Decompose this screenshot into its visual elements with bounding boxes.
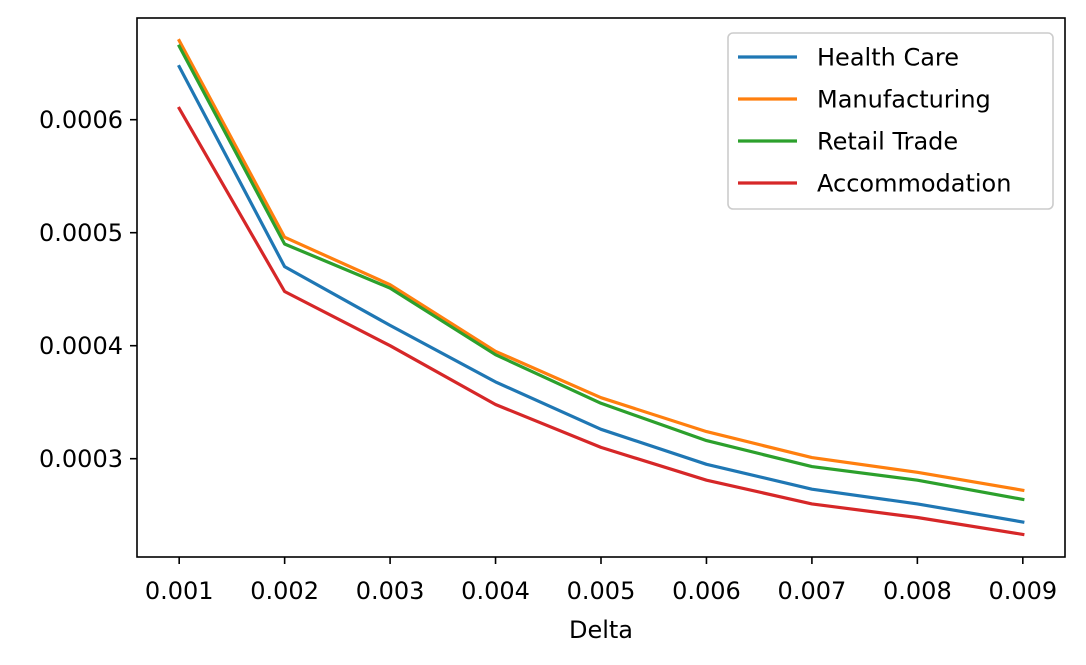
x-tick-label: 0.003 — [356, 577, 425, 605]
x-tick-label: 0.008 — [883, 577, 952, 605]
x-tick-label: 0.004 — [461, 577, 530, 605]
series-line-0 — [177, 64, 1025, 524]
legend-label-2: Retail Trade — [817, 128, 958, 156]
x-tick-label: 0.006 — [672, 577, 741, 605]
x-tick-label: 0.009 — [988, 577, 1057, 605]
series-line-2 — [177, 44, 1025, 502]
x-axis: 0.001 0.002 0.003 0.004 0.005 0.006 0.007 0.008… — [145, 557, 1057, 605]
y-axis: 0.0003 0.0004 0.0005 0.0006 — [39, 106, 137, 473]
legend-label-3: Accommodation — [817, 170, 1011, 198]
legend-label-0: Health Care — [817, 44, 959, 72]
legend-label-1: Manufacturing — [817, 86, 991, 114]
x-axis-title: Delta — [569, 616, 633, 644]
x-tick-label: 0.002 — [250, 577, 319, 605]
y-tick-label: 0.0004 — [39, 332, 123, 360]
y-tick-label: 0.0005 — [39, 219, 123, 247]
y-tick-label: 0.0003 — [39, 445, 123, 473]
legend-box — [727, 32, 1054, 210]
x-tick-label: 0.007 — [778, 577, 847, 605]
x-tick-label: 0.005 — [567, 577, 636, 605]
series-line-3 — [177, 106, 1025, 537]
y-tick-label: 0.0006 — [39, 106, 123, 134]
x-tick-label: 0.001 — [145, 577, 214, 605]
series-line-1 — [177, 38, 1025, 493]
legend: Health Care Manufacturing Retail Trade Acco… — [727, 32, 1054, 210]
series-layer — [177, 38, 1025, 537]
